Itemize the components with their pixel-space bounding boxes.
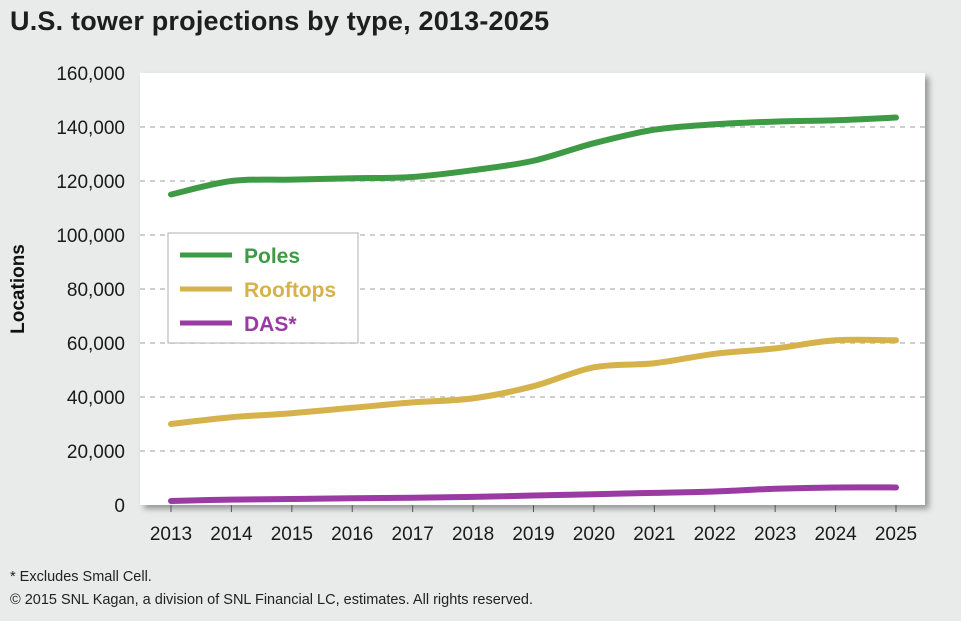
footnote-excludes: * Excludes Small Cell.: [10, 569, 152, 585]
y-tick-label: 140,000: [56, 118, 125, 139]
legend-label-das: DAS*: [244, 313, 297, 336]
y-axis: 0 20,000 40,000 60,000 80,000 100,000 120,000 1…: [56, 64, 125, 517]
x-tick-label: 2020: [573, 524, 615, 545]
y-tick-label: 60,000: [67, 334, 125, 355]
x-tick-label: 2013: [150, 524, 192, 545]
x-tick-label: 2022: [694, 524, 736, 545]
y-axis-title: Locations: [8, 244, 29, 334]
y-tick-label: 0: [114, 496, 125, 517]
y-tick-label: 40,000: [67, 388, 125, 409]
x-tick-label: 2017: [392, 524, 434, 545]
x-tick-label: 2015: [271, 524, 313, 545]
x-tick-label: 2025: [875, 524, 917, 545]
x-tick-label: 2018: [452, 524, 494, 545]
x-axis: 2013 2014 2015 2016 2017 2018 2019 2020 2021 2022…: [150, 505, 917, 545]
x-tick-label: 2023: [754, 524, 796, 545]
legend-label-poles: Poles: [244, 245, 300, 268]
series-line-rooftops: [168, 336, 899, 427]
y-tick-label: 120,000: [56, 172, 125, 193]
y-tick-label: 160,000: [56, 64, 125, 85]
x-tick-label: 2014: [210, 524, 253, 545]
y-tick-label: 100,000: [56, 226, 125, 247]
series-line-poles: [168, 114, 899, 198]
x-tick-label: 2021: [633, 524, 675, 545]
y-tick-label: 80,000: [67, 280, 125, 301]
series-line-das: [168, 484, 899, 504]
legend: Poles Rooftops DAS*: [167, 232, 359, 344]
y-tick-label: 20,000: [67, 442, 125, 463]
line-chart: 0 20,000 40,000 60,000 80,000 100,000 120,000 1…: [8, 64, 925, 545]
x-tick-label: 2024: [814, 524, 857, 545]
x-tick-label: 2016: [331, 524, 373, 545]
series-lines: [168, 114, 899, 504]
chart-title: U.S. tower projections by type, 2013-202…: [10, 6, 550, 36]
footnote-copyright: © 2015 SNL Kagan, a division of SNL Fina…: [10, 592, 534, 608]
legend-label-rooftops: Rooftops: [244, 279, 336, 302]
x-tick-label: 2019: [512, 524, 554, 545]
